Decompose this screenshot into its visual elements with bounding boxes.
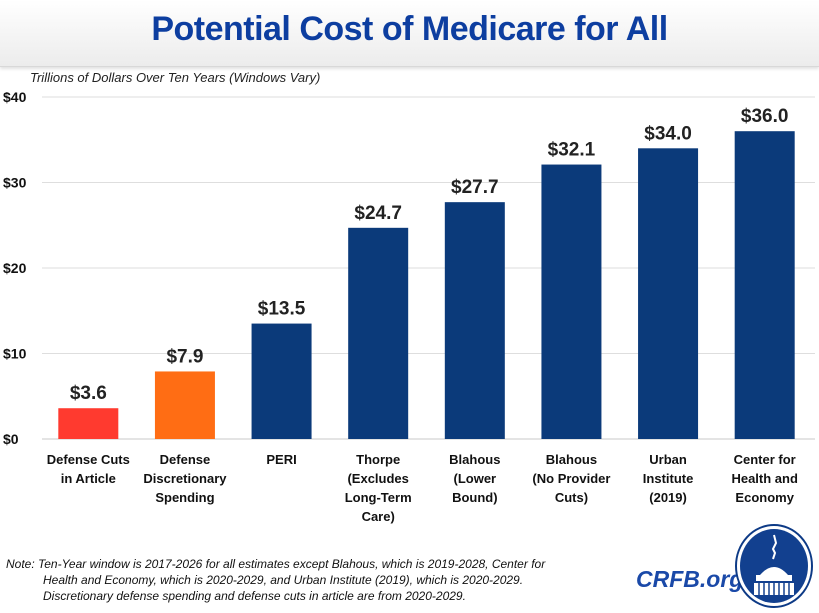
brand-link[interactable]: CRFB.org <box>636 566 744 592</box>
category-label-line: Defense <box>159 452 211 467</box>
category-label: Blahous (Lower Bound) <box>425 450 525 507</box>
footnote: Note: Ten-Year window is 2017-2026 for a… <box>6 556 646 604</box>
data-label: $27.7 <box>451 177 499 198</box>
y-axis-unit-label: Trillions of Dollars Over Ten Years (Win… <box>30 70 321 85</box>
data-label: $3.6 <box>70 383 107 404</box>
category-label-line: (Lower <box>453 471 497 486</box>
data-label: $32.1 <box>548 140 596 161</box>
chart-title: Potential Cost of Medicare for All <box>151 10 668 48</box>
category-label-line: Center for <box>733 452 796 467</box>
data-label: $24.7 <box>354 203 402 224</box>
category-label-line: Blahous <box>545 452 598 467</box>
data-label: $34.0 <box>644 123 692 144</box>
bar <box>348 227 409 439</box>
bar <box>638 148 699 440</box>
category-label-line: (2019) <box>649 490 687 505</box>
y-tick-label: $40 <box>3 89 27 105</box>
category-label: Blahous (No Provider Cuts) <box>521 450 621 507</box>
bar <box>251 323 312 439</box>
bar <box>734 131 795 439</box>
title-banner: Potential Cost of Medicare for All <box>0 0 819 67</box>
category-label: Urban Institute (2019) <box>618 450 718 507</box>
bar <box>444 202 505 439</box>
category-label-line: Long-Term <box>344 490 412 505</box>
category-label-line: Bound) <box>452 490 498 505</box>
footnote-line-2: Health and Economy, which is 2020-2029, … <box>43 573 524 587</box>
category-label: Defense Discretionary Spending <box>135 450 235 507</box>
category-label-line: PERI <box>266 452 297 467</box>
footnote-line-3: Discretionary defense spending and defen… <box>43 589 466 603</box>
capitol-dome-icon <box>735 524 813 608</box>
category-label-line: Care) <box>361 509 395 524</box>
category-label-line: (Excludes <box>347 471 409 486</box>
y-tick-label: $10 <box>3 346 27 362</box>
category-label-line: (No Provider <box>532 471 611 486</box>
category-label-line: Thorpe <box>356 452 401 467</box>
category-label-line: Economy <box>735 490 794 505</box>
category-label: Thorpe (Excludes Long-Term Care) <box>328 450 428 526</box>
bar <box>58 408 119 439</box>
category-label-line: Blahous <box>449 452 501 467</box>
category-label-line: in Article <box>60 471 116 486</box>
category-label: Center for Health and Economy <box>715 450 815 507</box>
y-tick-label: $30 <box>3 175 27 191</box>
category-label: PERI <box>232 450 332 469</box>
bar <box>541 164 602 440</box>
category-label-line: Defense Cuts <box>46 452 130 467</box>
category-label-line: Spending <box>155 490 215 505</box>
category-label-line: Institute <box>642 471 694 486</box>
category-label: Defense Cuts in Article <box>38 450 138 488</box>
bar <box>154 371 215 439</box>
y-tick-label: $20 <box>3 260 27 276</box>
category-label-line: Urban <box>649 452 687 467</box>
data-label: $36.0 <box>741 106 789 127</box>
category-label-line: Health and <box>731 471 798 486</box>
category-label-line: Discretionary <box>143 471 227 486</box>
y-tick-label: $0 <box>3 431 19 447</box>
category-label-line: Cuts) <box>554 490 589 505</box>
footnote-line-1: Note: Ten-Year window is 2017-2026 for a… <box>6 557 546 571</box>
data-label: $7.9 <box>166 346 203 367</box>
data-label: $13.5 <box>258 299 306 320</box>
